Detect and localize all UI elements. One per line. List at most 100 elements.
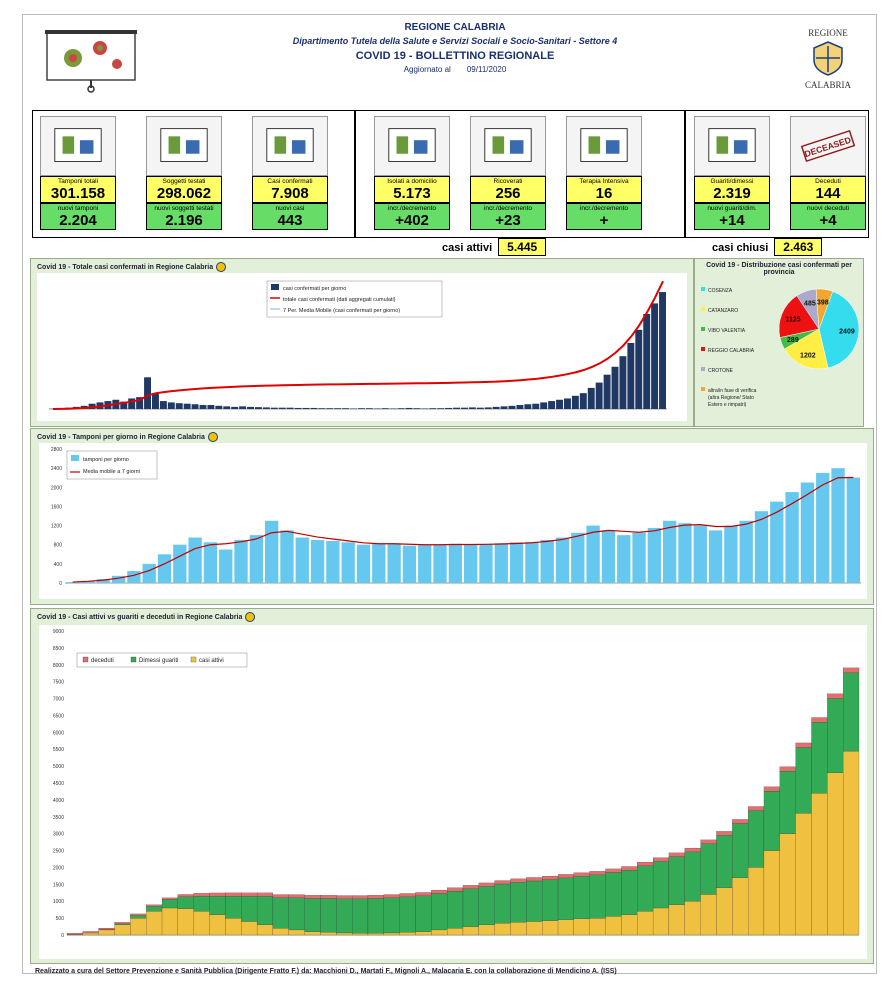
active-cases-bar	[431, 929, 448, 936]
recovered-bar	[526, 880, 543, 922]
active-cases-bar	[478, 924, 495, 936]
kpi-group-current	[354, 110, 686, 238]
kpi-sub-value: 2.196	[146, 213, 222, 230]
deceased-bar	[605, 868, 622, 873]
daily-cases-bar	[215, 405, 223, 409]
confirmed-cases-panel: Covid 19 - Totale casi confermati in Reg…	[30, 258, 694, 427]
tests-bar	[173, 544, 187, 583]
daily-cases-bar	[643, 313, 651, 409]
active-cases-bar	[98, 929, 115, 936]
kpi-sub-label: nuovi soggetti testati	[146, 203, 222, 213]
y-tick-label: 4000	[53, 798, 64, 804]
deceased-bar	[827, 693, 844, 699]
daily-cases-bar	[492, 406, 500, 409]
y-tick-label: 9000	[53, 629, 64, 635]
active-cases-bar	[700, 894, 717, 936]
tests-moving-avg-line	[72, 476, 854, 583]
recovered-bar	[320, 898, 337, 933]
tests-bar	[142, 563, 156, 583]
deceased-bar	[320, 895, 337, 899]
chart1-legend: casi confermati per giorno totale casi co…	[266, 280, 443, 318]
active-recovered-panel: Covid 19 - Casi attivi vs guariti e dece…	[30, 608, 874, 964]
pie-value-label: 398	[817, 299, 829, 306]
daily-cases-bar	[231, 406, 239, 409]
daily-cases-bar	[207, 405, 215, 409]
tests-bar	[601, 530, 616, 583]
y-tick-label: 5500	[53, 747, 64, 753]
icu-bed-icon	[566, 116, 642, 176]
deceased-bar	[779, 766, 796, 772]
active-recovered-chart: 0 500 1000 1500 2000 2500 3000 3500 4000 4500 5000…	[39, 625, 867, 959]
deceased-bar	[114, 922, 131, 924]
recovered-bar	[383, 897, 400, 934]
daily-cases-bar	[342, 408, 350, 409]
deceased-stamp-icon: DECEASED	[790, 116, 866, 176]
tests-bar	[188, 537, 202, 583]
kpi-value: 298.062	[146, 186, 222, 203]
pie-legend-swatch	[701, 387, 705, 391]
coat-of-arms-icon	[813, 41, 843, 76]
cumulative-line	[52, 280, 664, 410]
province-pie-panel: Covid 19 - Distribuzione casi confermati…	[694, 258, 864, 427]
pie-legend-label: altra/in fase di verifica	[708, 388, 757, 394]
tests-bar	[203, 542, 218, 583]
tests-bar	[326, 540, 340, 583]
deceased-bar	[241, 892, 258, 897]
legend-entry: Dimessi guariti	[139, 658, 178, 664]
kpi-label: Ricoverati	[470, 176, 546, 186]
tests-bar	[647, 527, 661, 583]
daily-cases-bar	[429, 408, 437, 409]
deceased-bar	[146, 904, 163, 907]
recovered-bar	[827, 698, 844, 773]
deceased-bar	[542, 875, 559, 880]
kpi-sub-label: incr./decremento	[566, 203, 642, 213]
tests-bar	[265, 520, 279, 583]
pie-legend-swatch	[701, 307, 705, 311]
house-icon	[374, 116, 450, 176]
deceased-bar	[415, 892, 432, 896]
virus-board-logo	[45, 28, 137, 93]
daily-cases-bar	[571, 395, 579, 409]
tests-bar	[356, 544, 371, 583]
y-tick-label: 7000	[53, 697, 64, 703]
y-tick-label: 800	[54, 543, 63, 549]
daily-tests-panel: Covid 19 - Tamponi per giorno in Regione…	[30, 428, 874, 605]
daily-cases-bar	[556, 399, 563, 409]
recovered-bar	[177, 896, 194, 909]
deceased-bar	[447, 887, 464, 892]
daily-cases-bar	[294, 407, 302, 409]
tests-bar	[846, 477, 860, 583]
chart1-title: Covid 19 - Totale casi confermati in Reg…	[37, 262, 227, 272]
daily-cases-bar	[255, 407, 262, 409]
tests-bar	[234, 539, 248, 583]
deceased-bar	[478, 882, 495, 887]
deceased-bar	[637, 861, 654, 866]
active-cases-bar	[114, 924, 131, 936]
tests-bar	[433, 544, 447, 583]
chart3-title: Covid 19 - Casi attivi vs guariti e dece…	[37, 612, 256, 622]
y-tick-label: 1600	[51, 504, 62, 510]
kpi-sub-label: nuovi casi	[252, 203, 328, 213]
tests-bar	[111, 575, 126, 583]
active-cases-bar	[716, 887, 733, 936]
deceased-bar	[526, 877, 543, 882]
deceased-bar	[177, 894, 194, 897]
active-cases-bar	[795, 813, 812, 936]
kpi-label: Guariti/dimessi	[694, 176, 770, 186]
tests-bar	[800, 482, 815, 583]
deceased-bar	[98, 927, 115, 930]
pie-legend-label: REGGIO CALABRIA	[708, 348, 755, 354]
daily-cases-bar	[286, 407, 294, 409]
recovered-bar	[130, 915, 147, 919]
deceased-bar	[66, 933, 83, 935]
recovered-bar	[573, 876, 590, 919]
recovered-bar	[684, 851, 701, 902]
deceased-bar	[811, 717, 828, 723]
department-name: Dipartimento Tutela della Salute e Servi…	[292, 36, 618, 46]
daily-cases-bar	[175, 403, 183, 409]
recovered-bar	[336, 898, 353, 934]
active-cases-bar	[494, 923, 511, 936]
daily-cases-bar	[199, 405, 207, 409]
tests-bar	[81, 581, 95, 583]
deceased-bar	[716, 831, 733, 836]
